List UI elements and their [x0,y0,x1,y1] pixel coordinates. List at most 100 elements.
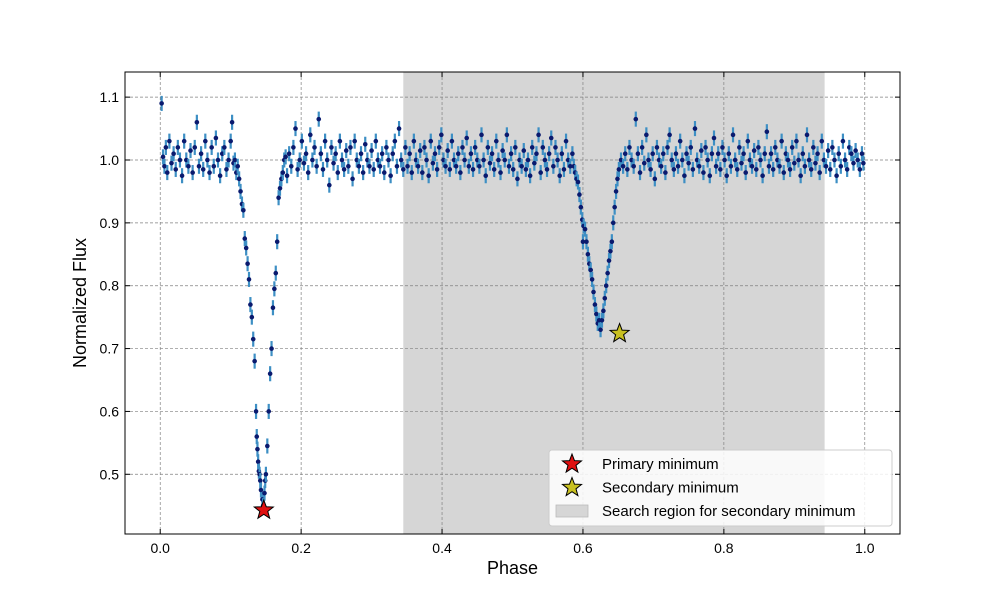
data-point [254,434,260,439]
data-point [464,135,470,141]
data-point [181,138,187,144]
data-point [390,151,396,157]
data-point [542,157,548,163]
data-point [160,154,166,160]
data-point [548,135,554,141]
data-point [753,167,759,172]
data-point [827,167,833,172]
data-point [394,163,400,169]
data-point [405,163,410,169]
data-point [732,157,738,163]
data-point [420,170,425,175]
data-point [483,173,489,179]
data-point [403,145,408,150]
data-point [815,151,820,157]
data-point [538,170,543,175]
data-point [616,167,622,172]
data-point [253,409,259,414]
data-point [768,151,774,157]
data-point [455,151,461,157]
data-point [498,170,503,175]
data-point [312,145,317,150]
data-point [186,163,191,169]
data-point [481,157,486,163]
data-point [295,167,300,172]
data-point [570,151,575,157]
data-point [192,145,198,150]
data-point [540,145,546,150]
data-point [682,173,687,179]
data-point [432,151,438,157]
data-point [407,151,412,157]
data-point [578,204,584,210]
data-point [715,151,721,157]
data-point [386,157,391,163]
data-point [496,157,501,163]
data-point [305,170,311,175]
data-point [255,446,260,452]
data-point [293,126,298,131]
data-point [249,314,255,320]
data-point [792,160,797,166]
data-point [819,138,825,144]
data-point [658,163,664,169]
data-point [709,151,715,157]
data-point [519,163,524,169]
data-point [523,167,529,172]
data-point [243,245,249,251]
data-point [688,145,694,150]
data-point [188,148,193,153]
data-point [373,138,379,144]
data-point [341,167,347,172]
data-point [162,163,167,169]
data-point [303,151,309,157]
data-point [859,151,865,157]
data-point [207,170,212,175]
data-point [163,145,169,150]
data-point [627,145,632,150]
data-point [266,409,272,414]
data-point [255,459,261,465]
data-point [696,163,702,169]
data-point [551,163,556,169]
data-point [851,160,856,166]
data-point [360,170,366,175]
data-point [599,317,605,323]
legend-label: Search region for secondary minimum [602,503,855,520]
data-point [633,116,639,122]
data-point [222,145,227,150]
legend-patch-icon [555,504,589,518]
data-point [485,145,491,150]
data-point [798,173,803,179]
data-point [589,277,595,282]
data-point [567,163,573,169]
data-point [171,151,176,157]
data-point [209,145,214,150]
data-point [724,173,729,179]
data-point [194,119,200,125]
data-point [620,163,626,169]
data-point [411,138,417,144]
data-point [515,176,520,182]
data-point [806,157,812,163]
data-point [644,132,649,138]
y-tick-label: 0.8 [100,278,120,294]
data-point [443,163,448,169]
data-point [720,145,725,150]
data-point [447,167,453,172]
data-point [563,138,569,144]
data-point [270,305,276,311]
x-tick-label: 1.0 [855,540,875,556]
data-point [371,167,377,172]
data-point [654,145,660,150]
data-point [650,151,656,157]
data-point [749,163,755,169]
data-point [337,138,343,144]
data-point [346,163,351,169]
data-point [730,132,736,138]
data-point [787,167,793,172]
data-point [462,157,467,163]
plot-frame [124,71,901,535]
data-point [241,207,246,213]
legend-label: Primary minimum [602,456,719,473]
